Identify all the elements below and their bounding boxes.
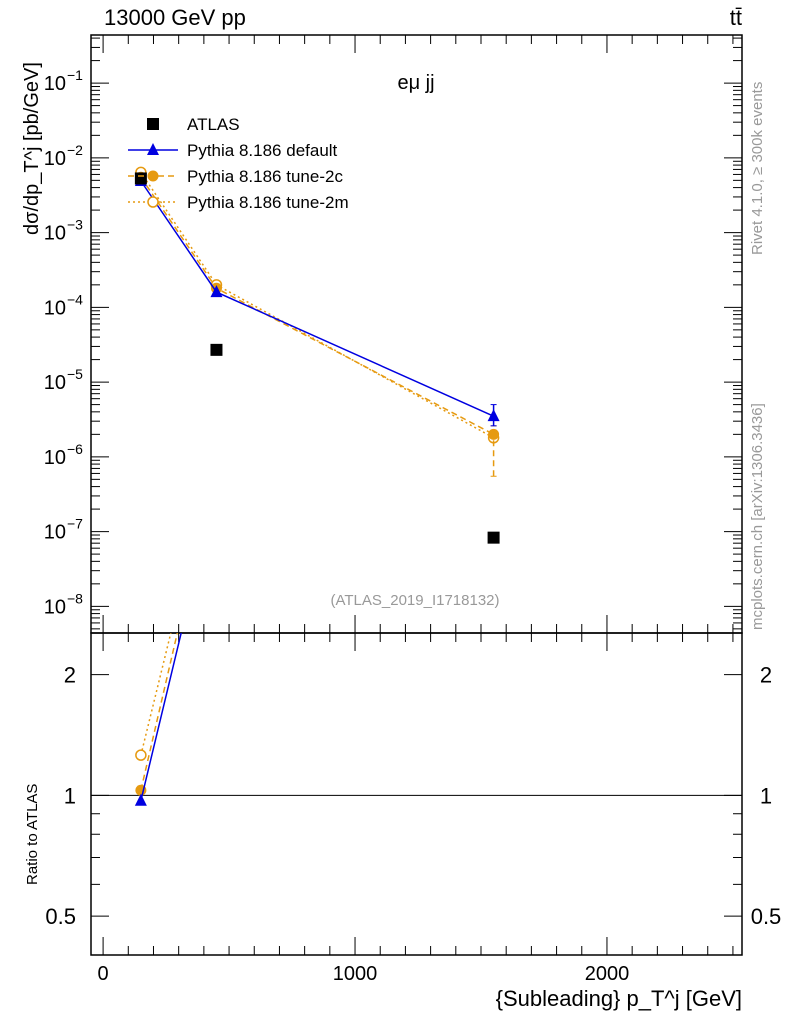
legend-marker xyxy=(147,143,159,155)
ratio-y-tick-label: 0.5 xyxy=(45,904,76,929)
ratio-y-tick-label: 2 xyxy=(64,663,76,688)
ratio-y-tick-label: 1 xyxy=(64,783,76,808)
x-axis-label: {Subleading} p_T^j [GeV] xyxy=(496,986,742,1011)
legend-marker xyxy=(147,196,159,208)
legend-label: Pythia 8.186 default xyxy=(187,141,338,160)
ratio-y-tick-label: 2 xyxy=(760,663,772,688)
y-tick-label: 10 xyxy=(44,297,66,319)
ratio-frame xyxy=(90,632,743,956)
y-tick-exponent: −6 xyxy=(67,441,83,457)
ratio-line xyxy=(140,633,182,801)
y-tick-label: 10 xyxy=(44,223,66,245)
y-tick-label: 10 xyxy=(44,73,66,95)
y-tick-label: 10 xyxy=(44,522,66,544)
y-tick-exponent: −5 xyxy=(67,366,83,382)
ratio-y-axis-label: Ratio to ATLAS xyxy=(24,784,41,885)
subtitle: eμ jj xyxy=(397,72,434,94)
data-point xyxy=(134,172,147,185)
x-tick-label: 1000 xyxy=(333,963,378,985)
y-tick-exponent: −2 xyxy=(67,142,83,158)
data-point xyxy=(487,409,500,422)
data-point xyxy=(210,285,223,298)
series-line xyxy=(140,171,494,439)
data-point xyxy=(210,343,223,356)
y-tick-exponent: −3 xyxy=(67,217,83,233)
legend-marker xyxy=(147,170,159,182)
y-tick-exponent: −8 xyxy=(67,590,83,606)
side-label-top: Rivet 4.1.0, ≥ 300k events xyxy=(749,82,766,255)
legend-label: Pythia 8.186 tune-2c xyxy=(187,167,343,186)
y-tick-exponent: −7 xyxy=(67,516,83,532)
legend-marker xyxy=(147,118,159,130)
x-tick-label: 2000 xyxy=(585,963,630,985)
ratio-y-tick-label: 0.5 xyxy=(751,904,782,929)
ratio-point xyxy=(134,793,147,806)
x-tick-label: 0 xyxy=(98,963,109,985)
y-tick-label: 10 xyxy=(44,447,66,469)
y-tick-exponent: −4 xyxy=(67,291,83,307)
y-tick-exponent: −1 xyxy=(67,67,83,83)
analysis-label: (ATLAS_2019_I1718132) xyxy=(330,592,499,609)
series-line xyxy=(140,180,494,417)
legend-label: Pythia 8.186 tune-2m xyxy=(187,193,349,212)
ratio-line xyxy=(140,633,179,791)
series-line xyxy=(140,176,494,436)
title-left: 13000 GeV pp xyxy=(104,5,246,30)
ratio-y-tick-label: 1 xyxy=(760,783,772,808)
ratio-line xyxy=(140,633,172,756)
y-axis-label: dσ/dp_T^j [pb/GeV] xyxy=(21,62,43,235)
title-right: tt̄ xyxy=(730,5,742,30)
y-tick-label: 10 xyxy=(44,596,66,618)
y-tick-label: 10 xyxy=(44,372,66,394)
ratio-point xyxy=(135,749,147,761)
y-tick-label: 10 xyxy=(44,148,66,170)
side-label-bottom: mcplots.cern.ch [arXiv:1306.3436] xyxy=(749,403,766,630)
data-point xyxy=(487,531,500,544)
legend-label: ATLAS xyxy=(187,115,240,134)
data-point xyxy=(488,428,500,440)
